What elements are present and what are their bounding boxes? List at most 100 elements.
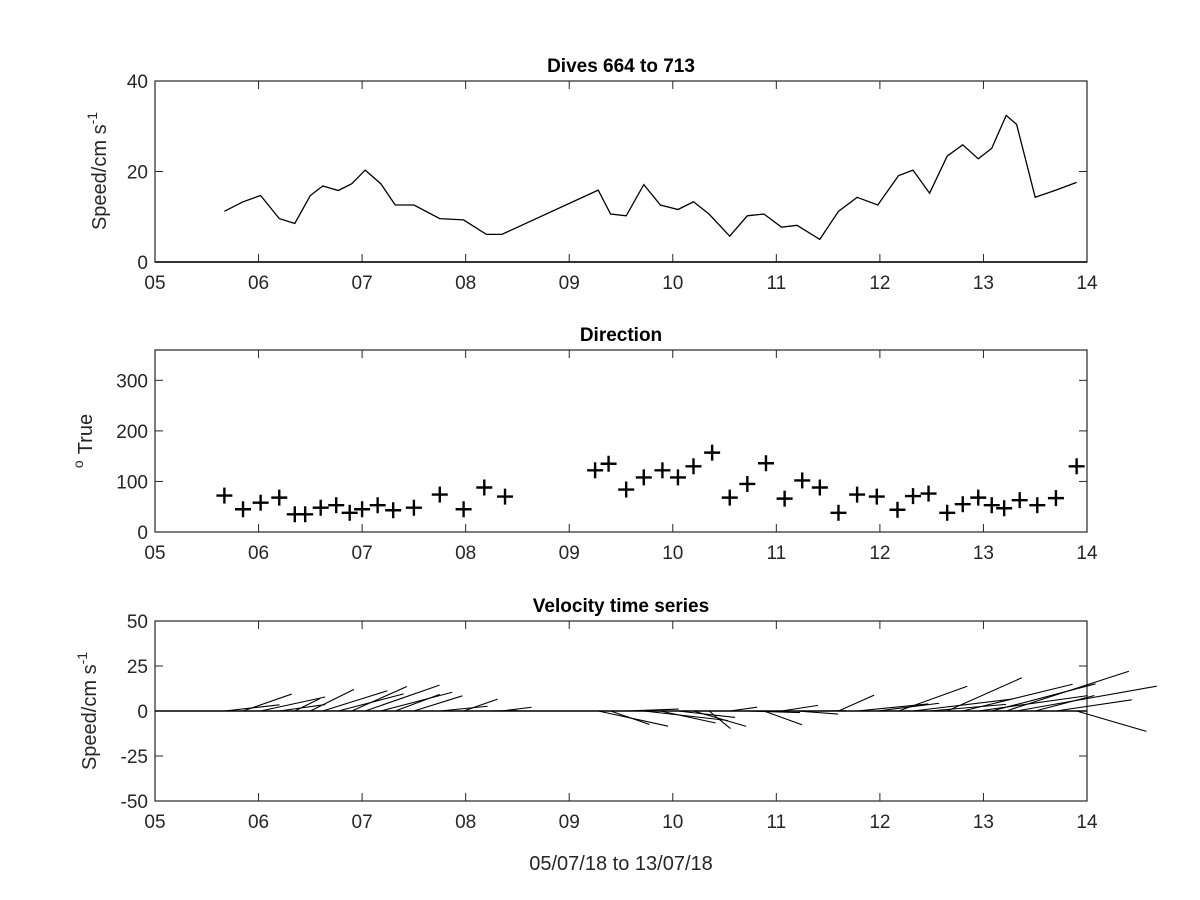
direction-x-tick-label: 14 (1076, 543, 1098, 564)
velocity-stick (463, 698, 498, 712)
velocity-x-tick-label: 12 (869, 812, 890, 833)
velocity-panel-title: Velocity time series (533, 596, 709, 617)
velocity-stick (978, 695, 1088, 712)
direction-y-tick-label: 200 (116, 422, 148, 443)
direction-marker (297, 506, 314, 523)
direction-marker (618, 481, 635, 498)
velocity-stick (501, 706, 532, 712)
velocity-stick (294, 697, 321, 712)
velocity-stick (1076, 710, 1147, 732)
direction-axes-box (154, 349, 1088, 533)
velocity-stick (1035, 694, 1095, 712)
velocity-stick (1006, 670, 1130, 712)
direction-marker (905, 488, 922, 505)
direction-marker (920, 485, 937, 502)
speed-panel: Dives 664 to 713 05 06 07 08 09 10 11 12 13 14 0 20… (84, 56, 1098, 294)
direction-marker (252, 494, 269, 511)
direction-marker (431, 486, 448, 503)
velocity-stick (351, 685, 408, 712)
direction-x-tick-label: 08 (455, 543, 476, 564)
direction-marker (983, 497, 1000, 514)
figure-x-axis-label: 05/07/18 to 13/07/18 (529, 853, 713, 875)
direction-x-tick-label: 07 (352, 543, 373, 564)
speed-x-tick-label: 12 (869, 273, 890, 294)
direction-marker (849, 486, 866, 503)
velocity-x-tick-label: 13 (973, 812, 994, 833)
velocity-x-tick-label: 07 (352, 812, 373, 833)
speed-x-tick-label: 06 (248, 273, 269, 294)
velocity-stick (610, 710, 650, 726)
direction-marker (497, 488, 514, 505)
velocity-stick (747, 710, 800, 714)
velocity-y-tick-label: -25 (121, 747, 148, 768)
direction-marker (1047, 490, 1064, 507)
speed-x-tick-label: 10 (662, 273, 683, 294)
velocity-y-tick-label: -50 (121, 792, 148, 813)
direction-marker (600, 455, 617, 472)
velocity-stick (962, 683, 1073, 712)
direction-panel-title: Direction (580, 325, 662, 346)
direction-x-tick-label: 12 (869, 543, 890, 564)
speed-y-axis-label: Speed/cm s-1 (84, 112, 111, 230)
speed-x-tick-label: 07 (352, 273, 373, 294)
speed-x-tick-label: 05 (144, 273, 165, 294)
direction-marker (970, 489, 987, 506)
direction-marker (939, 504, 956, 521)
direction-x-tick-label: 09 (559, 543, 580, 564)
direction-y-axis-label: oTrue (70, 414, 97, 468)
velocity-stick (322, 690, 388, 712)
velocity-stick (626, 708, 679, 712)
direction-marker (830, 504, 847, 521)
direction-marker (635, 469, 652, 486)
velocity-stick (929, 703, 1007, 712)
direction-marker (669, 469, 686, 486)
direction-marker (1011, 492, 1028, 509)
velocity-y-tick-label: 50 (127, 612, 148, 633)
direction-marker (1029, 497, 1046, 514)
velocity-stick (946, 677, 1023, 712)
direction-marker (954, 496, 971, 513)
direction-marker (757, 455, 774, 472)
velocity-stick (395, 693, 440, 712)
direction-x-tick-label: 11 (766, 543, 786, 564)
direction-x-tick-label: 06 (248, 543, 269, 564)
velocity-x-tick-label: 06 (248, 812, 269, 833)
direction-marker (587, 462, 604, 479)
direction-marker (1068, 458, 1085, 475)
velocity-stick (898, 685, 968, 712)
direction-marker (476, 479, 493, 496)
speed-x-tick-label: 13 (973, 273, 994, 294)
velocity-stick (260, 696, 326, 712)
direction-y-tick-label: 100 (116, 472, 148, 493)
direction-marker (654, 462, 671, 479)
direction-marker (811, 479, 828, 496)
velocity-stick (242, 693, 292, 712)
direction-marker (354, 501, 371, 518)
velocity-stick (643, 710, 729, 722)
speed-axes-box (154, 80, 1088, 263)
direction-y-tick-label: 0 (137, 523, 148, 544)
velocity-y-tick-label: 25 (127, 657, 148, 678)
velocity-stick (708, 710, 731, 729)
speed-x-tick-label: 09 (559, 273, 580, 294)
velocity-stick (380, 691, 453, 712)
velocity-stick (838, 694, 875, 712)
speed-y-tick-label: 40 (127, 72, 148, 93)
velocity-stick (781, 704, 819, 712)
speed-y-tick-label: 20 (127, 163, 148, 184)
direction-x-tick-label: 10 (662, 543, 683, 564)
velocity-stick (413, 695, 463, 712)
velocity-stick (1055, 699, 1132, 712)
direction-marker (685, 458, 702, 475)
velocity-stick (729, 706, 758, 712)
speed-panel-title: Dives 664 to 713 (547, 56, 695, 77)
speed-x-tick-label: 08 (455, 273, 476, 294)
velocity-stick (660, 710, 716, 724)
direction-panel: Direction 05 06 07 08 09 10 11 12 13 14 0 100 200 300… (70, 325, 1098, 564)
velocity-stick (693, 710, 747, 727)
velocity-stick (1016, 685, 1157, 712)
direction-marker (216, 487, 233, 504)
velocity-stick (439, 705, 488, 712)
velocity-x-tick-label: 08 (455, 812, 476, 833)
direction-marker (776, 490, 793, 507)
